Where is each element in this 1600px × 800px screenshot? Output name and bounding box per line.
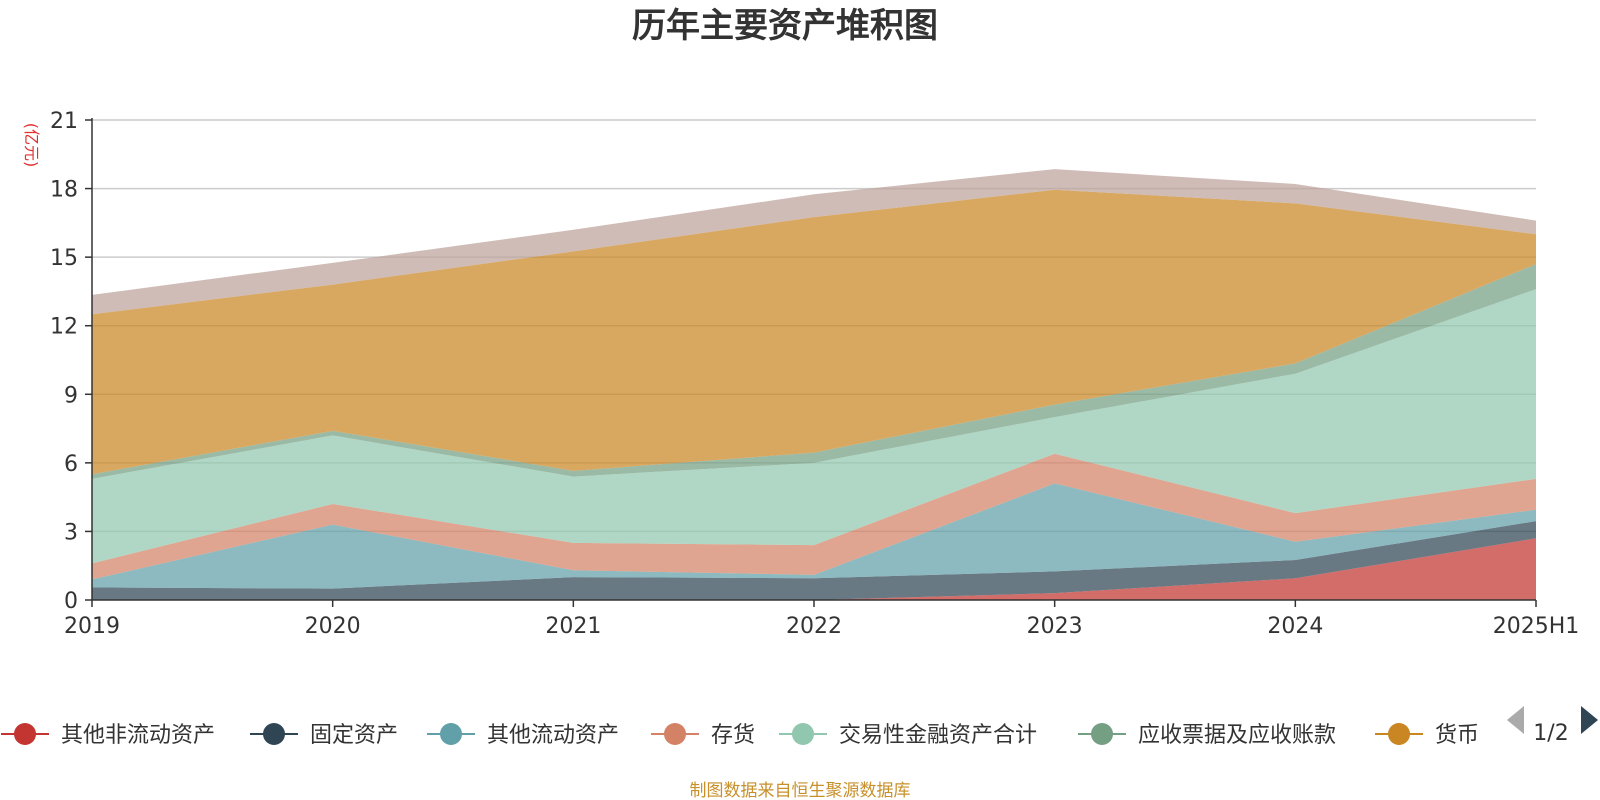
x-tick-label: 2023	[1027, 614, 1083, 639]
y-tick-label: 6	[64, 452, 78, 477]
x-tick-label: 2024	[1267, 614, 1323, 639]
legend-marker	[1388, 723, 1410, 745]
x-tick-label: 2019	[64, 614, 120, 639]
y-tick-label: 9	[64, 383, 78, 408]
legend-label: 固定资产	[310, 723, 398, 748]
legend-label: 交易性金融资产合计	[839, 723, 1037, 748]
triangle-left-icon[interactable]	[1507, 706, 1524, 734]
area-7	[92, 189, 1536, 475]
area-8	[92, 169, 1536, 315]
legend-label: 应收票据及应收账款	[1138, 723, 1336, 748]
x-tick-label: 2022	[786, 614, 842, 639]
legend-label: 其他流动资产	[487, 723, 619, 748]
y-tick-label: 18	[50, 178, 78, 203]
legend-item[interactable]: 固定资产	[250, 723, 398, 748]
area-series	[92, 169, 1536, 600]
y-tick-label: 21	[50, 109, 78, 134]
x-tick-label: 2020	[305, 614, 361, 639]
area-5	[92, 289, 1536, 564]
area-2	[92, 521, 1536, 600]
area-4	[92, 453, 1536, 580]
legend-label: 其他非流动资产	[61, 723, 215, 748]
legend-marker	[440, 723, 462, 745]
legend-item[interactable]: 其他非流动资产	[1, 723, 215, 748]
area-1	[92, 538, 1536, 600]
legend-pager: 1/2	[1507, 706, 1598, 746]
data-source-note: 制图数据来自恒生聚源数据库	[690, 781, 911, 800]
legend-marker	[1091, 723, 1113, 745]
y-tick-label: 12	[50, 315, 78, 340]
legend-page-label: 1/2	[1533, 721, 1568, 746]
legend-label: 货币	[1435, 723, 1479, 748]
x-tick-label: 2021	[545, 614, 601, 639]
legend-marker	[792, 723, 814, 745]
legend-label: 存货	[711, 723, 755, 748]
y-axis-unit: (亿元)	[22, 123, 41, 168]
y-tick-label: 0	[64, 589, 78, 614]
x-tick-label: 2025H1	[1493, 614, 1580, 639]
y-tick-label: 15	[50, 246, 78, 271]
chart-title: 历年主要资产堆积图	[632, 6, 938, 46]
area-3	[92, 483, 1536, 589]
axes: 0 3 6 9 12 15 18 21 2019 2020 2021 2022 2023 2024 2025…	[50, 109, 1579, 639]
legend-item[interactable]: 交易性金融资产合计	[779, 723, 1037, 748]
legend-item[interactable]: 货币	[1375, 723, 1479, 748]
y-tick-label: 3	[64, 520, 78, 545]
legend: 其他非流动资产 固定资产 其他流动资产 存货 交易性金融资产合计 应收票据及应收账款 货币	[1, 723, 1479, 748]
legend-item[interactable]: 存货	[651, 723, 755, 748]
legend-marker	[263, 723, 285, 745]
legend-marker	[664, 723, 686, 745]
triangle-right-icon[interactable]	[1581, 706, 1598, 734]
legend-item[interactable]: 其他流动资产	[427, 723, 619, 748]
legend-item[interactable]: 应收票据及应收账款	[1078, 723, 1336, 748]
legend-marker	[14, 723, 36, 745]
